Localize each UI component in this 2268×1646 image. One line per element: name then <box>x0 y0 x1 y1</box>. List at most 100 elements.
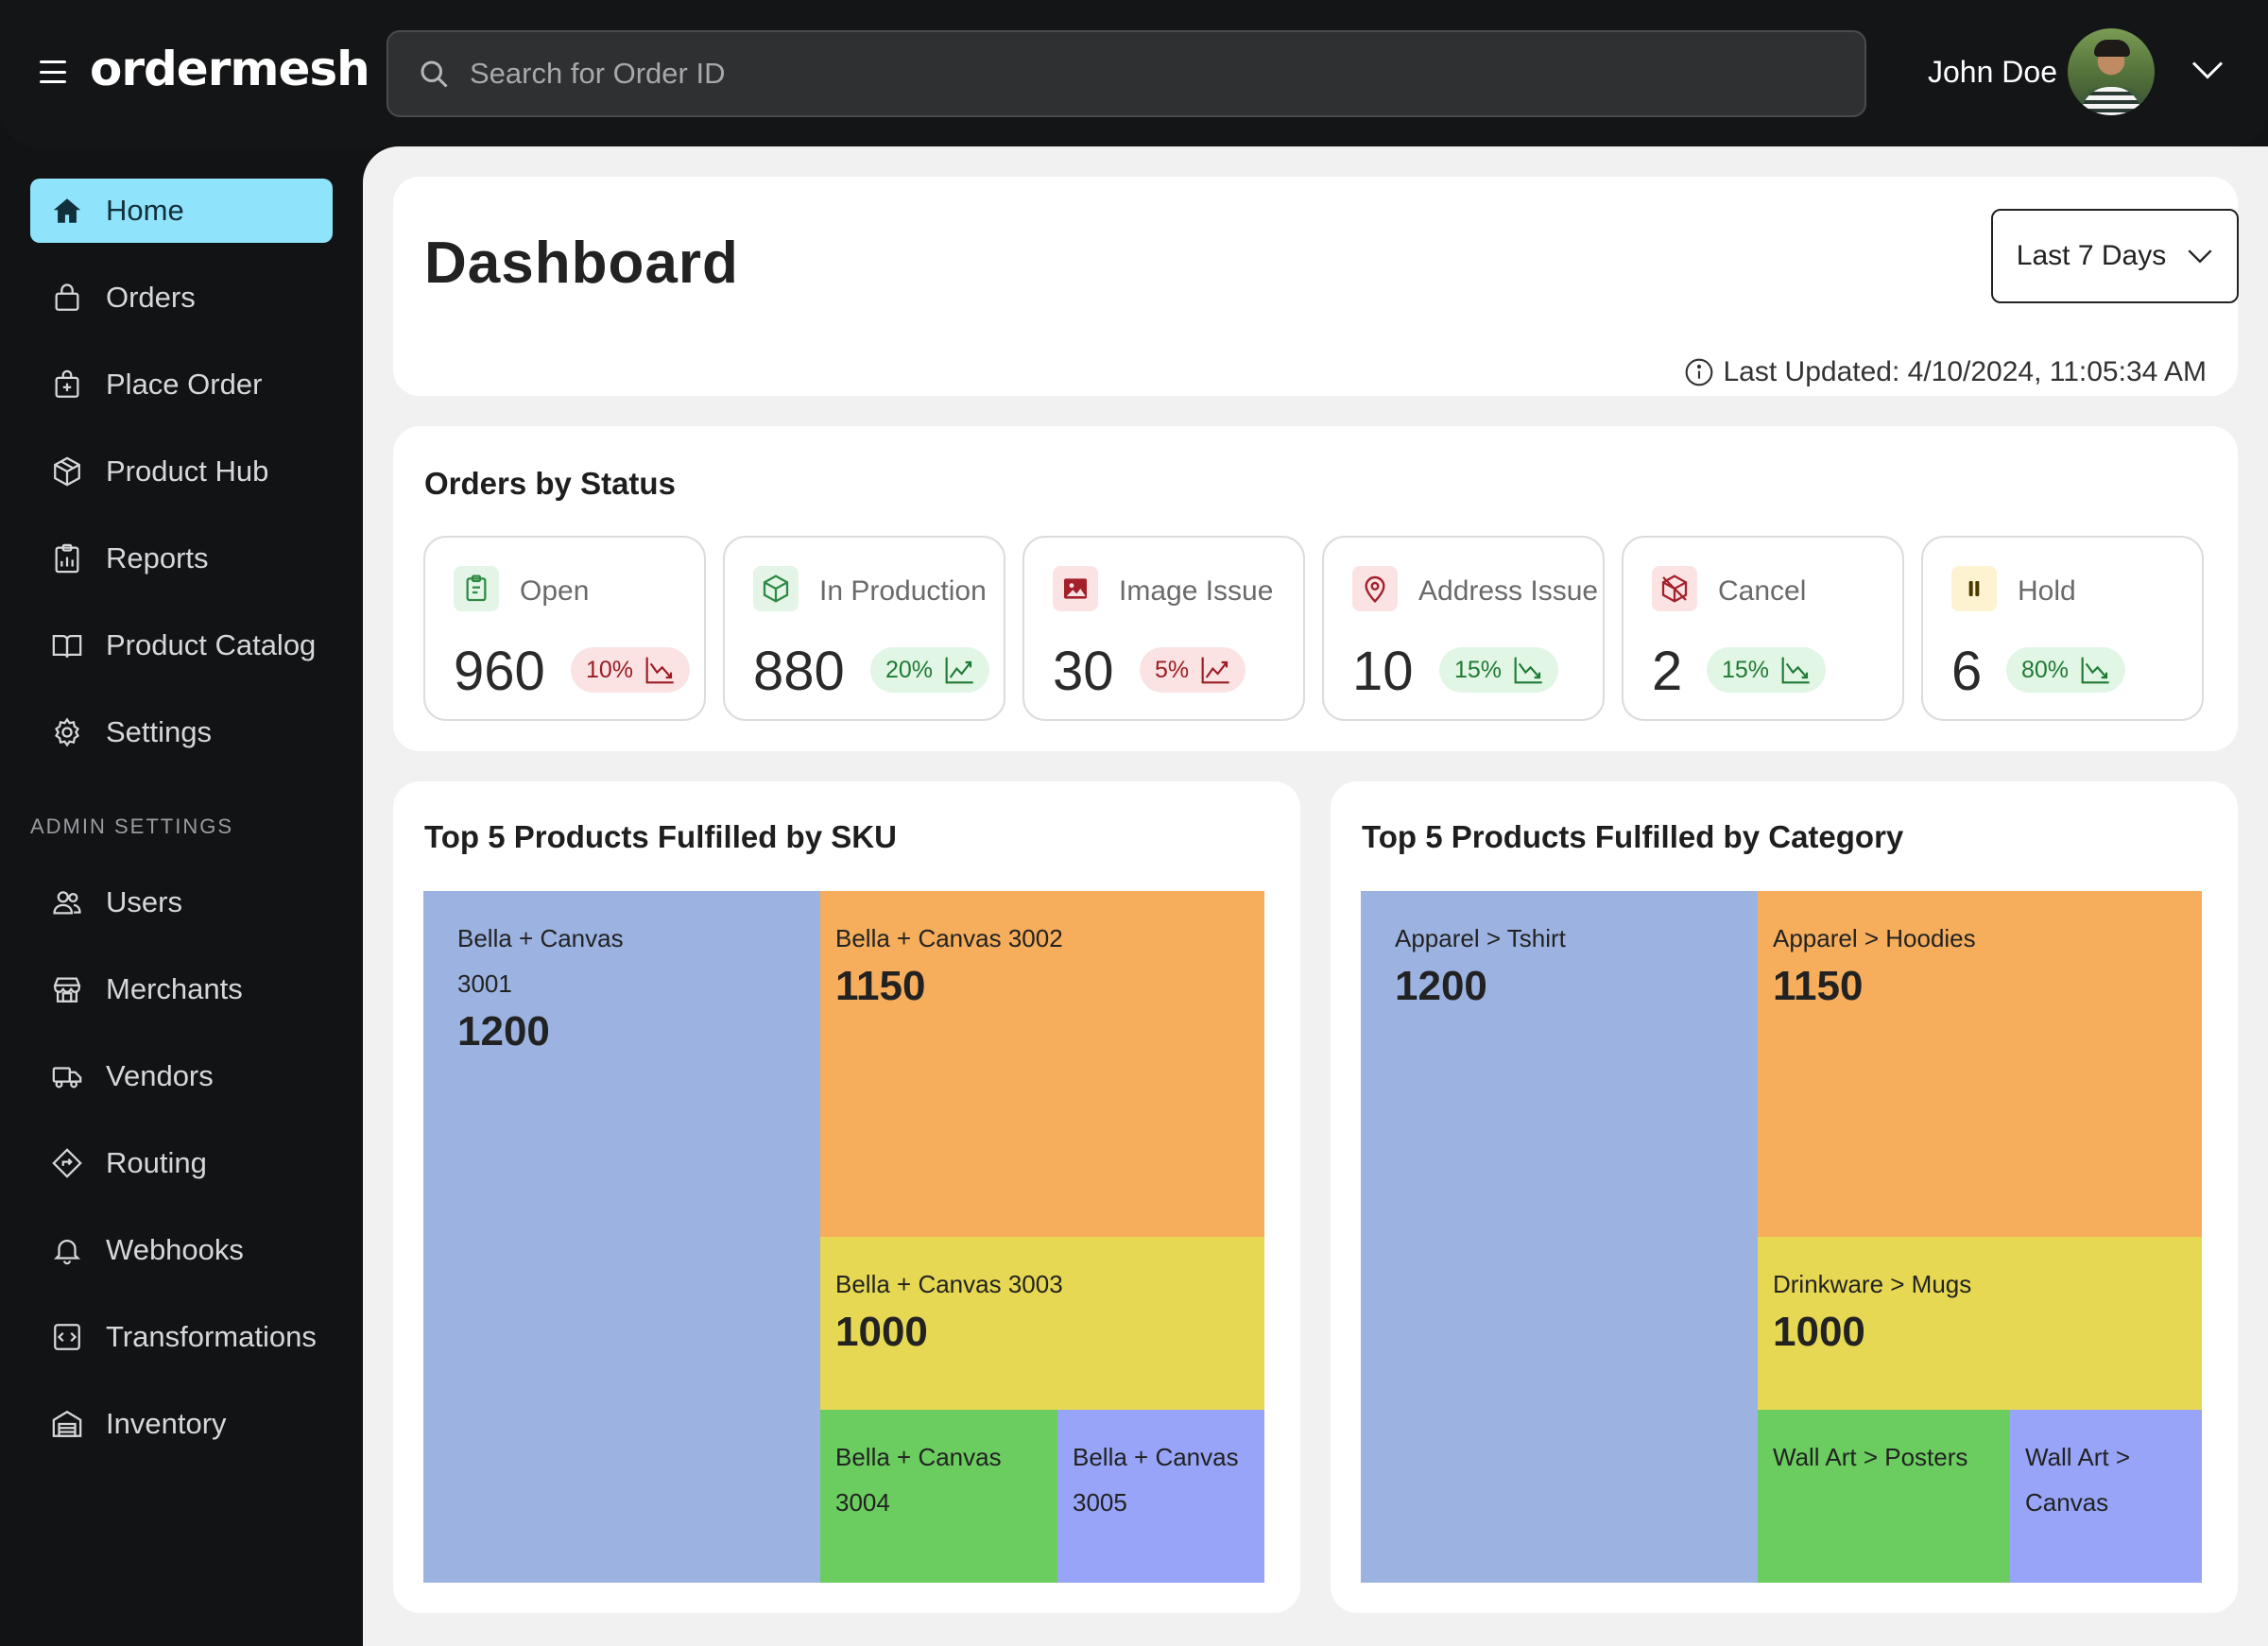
sidebar-item-inventory[interactable]: Inventory <box>30 1392 333 1456</box>
treemap-cell[interactable]: Drinkware > Mugs 1000 <box>1758 1237 2202 1410</box>
page-title: Dashboard <box>424 231 739 296</box>
sidebar-item-label: Product Catalog <box>106 628 317 661</box>
treemap-cell[interactable]: Bella + Canvas 3005 <box>1057 1410 1264 1583</box>
sidebar-item-label: Product Hub <box>106 454 269 488</box>
status-change-badge: 20% <box>870 647 990 693</box>
location-pin-icon <box>1352 566 1398 611</box>
search-icon <box>421 60 448 88</box>
dashboard-header-card: Dashboard Last 7 Days Last Updated: 4/10… <box>393 177 2239 396</box>
status-change-pct: 20% <box>885 656 934 683</box>
sidebar-item-reports[interactable]: Reports <box>30 526 333 591</box>
status-tile-image-issue[interactable]: Image Issue 30 5% <box>1022 536 1305 721</box>
users-icon <box>53 891 81 915</box>
info-icon <box>1685 358 1712 386</box>
treemap-cell[interactable]: Apparel > Hoodies 1150 <box>1758 891 2202 1237</box>
sidebar-item-orders[interactable]: Orders <box>30 266 333 330</box>
status-label: Address Issue <box>1418 575 1599 607</box>
treemap-cell[interactable]: Bella + Canvas 3001 1200 <box>423 891 820 1583</box>
treemap-cell-value: 1000 <box>1773 1309 1865 1355</box>
report-icon <box>55 543 79 574</box>
treemap-cell[interactable]: Apparel > Tshirt 1200 <box>1361 891 1758 1583</box>
status-label: Open <box>520 575 590 607</box>
sidebar-item-users[interactable]: Users <box>30 870 333 934</box>
status-count: 880 <box>753 641 845 702</box>
status-count: 6 <box>1951 641 1983 702</box>
book-icon <box>52 634 82 658</box>
sidebar-item-place-order[interactable]: Place Order <box>30 352 333 417</box>
treemap-cell-label: Bella + Canvas 3001 <box>457 924 624 998</box>
treemap-cell-label: Wall Art > Canvas <box>2025 1443 2131 1517</box>
sidebar-item-vendors[interactable]: Vendors <box>30 1044 333 1108</box>
sidebar-item-settings[interactable]: Settings <box>30 700 333 764</box>
status-change-badge: 10% <box>571 647 691 693</box>
status-tile-address-issue[interactable]: Address Issue 10 15% <box>1322 536 1605 721</box>
main-content: Dashboard Last 7 Days Last Updated: 4/10… <box>363 146 2268 1646</box>
sidebar-item-transformations[interactable]: Transformations <box>30 1305 333 1369</box>
trend-up-icon <box>1201 657 1229 684</box>
admin-settings-heading: ADMIN SETTINGS <box>30 814 234 838</box>
sidebar-item-merchants[interactable]: Merchants <box>30 957 333 1021</box>
treemap-cell-label: Wall Art > Posters <box>1773 1443 1968 1471</box>
pause-icon <box>1951 566 1997 611</box>
search-input[interactable] <box>470 57 1793 91</box>
chevron-down-icon[interactable] <box>2191 59 2225 81</box>
sidebar-item-webhooks[interactable]: Webhooks <box>30 1218 333 1282</box>
sidebar-item-product-catalog[interactable]: Product Catalog <box>30 613 333 677</box>
treemap-cell[interactable]: Bella + Canvas 3004 <box>820 1410 1057 1583</box>
status-tile-in-production[interactable]: In Production 880 20% <box>723 536 1005 721</box>
search-box[interactable] <box>387 30 1866 117</box>
treemap-cell-label: Bella + Canvas 3003 <box>835 1270 1063 1298</box>
sidebar-item-label: Vendors <box>106 1059 214 1092</box>
treemap-cell[interactable]: Bella + Canvas 3002 1150 <box>820 891 1264 1237</box>
treemap-cell-label: Apparel > Hoodies <box>1773 924 1976 952</box>
status-change-pct: 5% <box>1155 656 1190 683</box>
box-icon <box>54 456 80 487</box>
status-label: Image Issue <box>1119 575 1274 607</box>
status-label: Cancel <box>1718 575 1807 607</box>
treemap-cell-label: Bella + Canvas 3002 <box>835 924 1063 952</box>
cancelled-box-icon <box>1652 566 1697 611</box>
status-change-badge: 5% <box>1140 647 1246 693</box>
sidebar-item-label: Settings <box>106 715 213 748</box>
status-label: Hold <box>2018 575 2076 607</box>
treemap-cell[interactable]: Bella + Canvas 3003 1000 <box>820 1237 1264 1410</box>
gear-icon <box>55 717 79 747</box>
date-range-dropdown[interactable]: Last 7 Days <box>1991 209 2239 303</box>
sidebar-item-label: Orders <box>106 281 196 314</box>
warehouse-icon <box>52 1410 82 1437</box>
sidebar-item-label: Routing <box>106 1146 207 1179</box>
sidebar: Home Orders Place Order Product Hub Repo… <box>0 146 363 1646</box>
brand-logo[interactable]: ordermesh <box>90 42 370 96</box>
status-tile-cancel[interactable]: Cancel 2 15% <box>1622 536 1904 721</box>
code-icon <box>54 1324 80 1350</box>
treemap-cell[interactable]: Wall Art > Canvas <box>2010 1410 2202 1583</box>
sidebar-item-label: Merchants <box>106 972 243 1005</box>
sidebar-item-home[interactable]: Home <box>30 179 333 243</box>
status-tile-open[interactable]: Open 960 10% <box>423 536 706 721</box>
bag-plus-icon <box>55 369 79 398</box>
store-icon <box>53 977 81 1003</box>
sidebar-item-label: Home <box>106 194 184 227</box>
orders-by-status-card: Orders by Status Open 960 10% In Product… <box>393 426 2238 751</box>
top-products-by-sku-card: Top 5 Products Fulfilled by SKU Bella + … <box>393 781 1300 1613</box>
user-name[interactable]: John Doe <box>1928 55 2057 89</box>
home-icon <box>53 198 81 223</box>
top-products-by-category-card: Top 5 Products Fulfilled by Category App… <box>1331 781 2238 1613</box>
section-title: Top 5 Products Fulfilled by SKU <box>424 819 897 854</box>
status-change-pct: 10% <box>586 656 634 683</box>
chevron-down-icon <box>2188 249 2212 264</box>
sidebar-item-product-hub[interactable]: Product Hub <box>30 439 333 504</box>
treemap-cell[interactable]: Wall Art > Posters <box>1758 1410 2010 1583</box>
sidebar-item-label: Reports <box>106 541 209 574</box>
sidebar-item-routing[interactable]: Routing <box>30 1131 333 1195</box>
bell-icon <box>53 1240 81 1265</box>
menu-icon[interactable] <box>40 60 66 83</box>
avatar[interactable] <box>2068 28 2155 115</box>
status-change-badge: 80% <box>2006 647 2126 693</box>
treemap-cell-value: 1000 <box>835 1309 928 1355</box>
status-tile-hold[interactable]: Hold 6 80% <box>1921 536 2204 721</box>
sidebar-item-label: Transformations <box>106 1320 317 1353</box>
treemap-cell-label: Bella + Canvas 3005 <box>1073 1443 1239 1517</box>
trend-up-icon <box>945 657 973 684</box>
sku-treemap: Bella + Canvas 3001 1200 Bella + Canvas … <box>423 891 1264 1583</box>
